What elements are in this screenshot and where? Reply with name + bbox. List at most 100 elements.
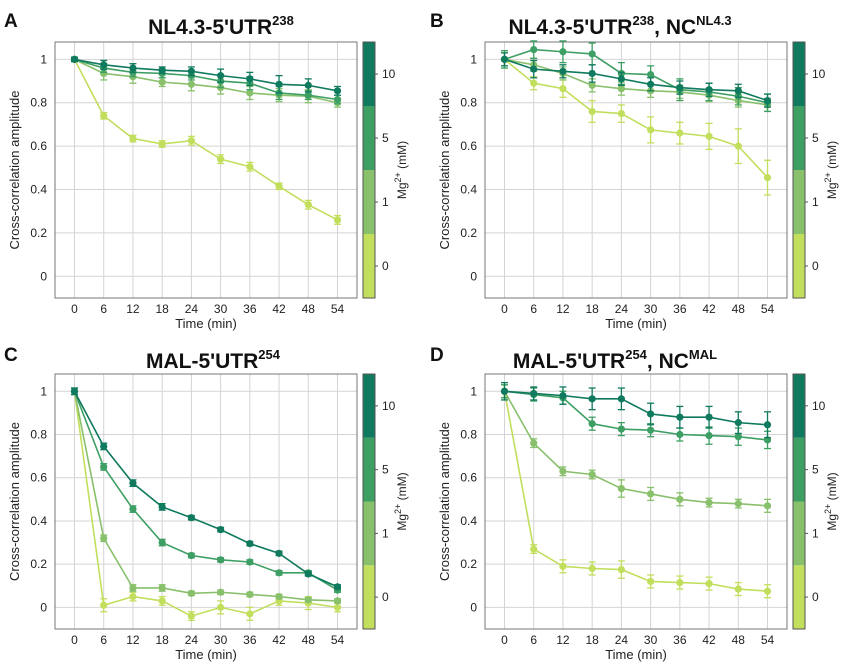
colorbar: 0 1 5 10 Mg2+ (mM) — [363, 374, 409, 629]
data-point — [676, 496, 683, 503]
data-point — [735, 143, 742, 150]
colorbar-tick-label: 0 — [812, 590, 819, 604]
chart-title-suffix-superscript: MAL — [689, 347, 717, 362]
series-mg-5 — [71, 388, 341, 594]
data-point — [618, 110, 625, 117]
data-point — [159, 584, 166, 591]
data-point — [618, 426, 625, 433]
colorbar-tick-label: 10 — [382, 67, 396, 81]
data-point — [589, 70, 596, 77]
chart-title-superscript: 254 — [258, 347, 280, 362]
data-point — [589, 82, 596, 89]
x-tick-label: 18 — [585, 302, 599, 316]
y-tick-label: 0.8 — [30, 428, 47, 442]
data-point — [188, 81, 195, 88]
data-point — [305, 596, 312, 603]
y-tick-label: 0.8 — [460, 96, 477, 110]
colorbar-label: Mg2+ (mM) — [393, 141, 409, 199]
panels-layer: A NL4.3-5'UTR2380 6 12 18 24 30 36 42 48 5400.20.4… — [4, 11, 839, 662]
colorbar-tick-label: 5 — [812, 463, 819, 477]
chart-title: MAL-5'UTR254, NCMAL — [513, 347, 717, 373]
colorbar-tick-label: 5 — [812, 131, 819, 145]
chart-title-superscript: 238 — [272, 13, 294, 28]
data-point — [188, 68, 195, 75]
series-line — [74, 391, 337, 601]
series-line — [504, 59, 767, 177]
x-tick-label: 36 — [243, 302, 257, 316]
panel-a: A NL4.3-5'UTR238 0 6 12 18 24 30 36 42 48 54 0 0.2 0.4… — [4, 11, 409, 331]
chart-title-suffix: , NC — [654, 16, 696, 39]
x-tick-label: 36 — [673, 302, 687, 316]
series-line — [74, 59, 337, 220]
colorbar-label-superscript: 2+ — [823, 504, 833, 514]
chart-title-suffix: , NC — [647, 350, 689, 373]
data-point — [159, 79, 166, 86]
series-line — [74, 391, 337, 590]
x-tick-label: 0 — [71, 633, 78, 647]
panel-c: C MAL-5'UTR2540 6 12 18 24 30 36 42 48 5400.20.40.… — [4, 345, 409, 662]
series-mg-0 — [71, 56, 341, 224]
data-point — [530, 80, 537, 87]
data-point — [676, 130, 683, 137]
x-axis-label: Time (min) — [175, 316, 237, 331]
colorbar-label-main: Mg — [395, 514, 409, 531]
data-point — [217, 526, 224, 533]
data-point — [735, 500, 742, 507]
colorbar-label-main: Mg — [825, 182, 839, 199]
data-point — [100, 112, 107, 119]
colorbar-segment — [793, 106, 805, 170]
y-tick-label: 0.4 — [30, 514, 47, 528]
data-point — [589, 471, 596, 478]
x-tick-label: 54 — [761, 302, 775, 316]
data-point — [334, 597, 341, 604]
panel-d: D MAL-5'UTR254, NCMAL0 6 12 18 24 30 36 42 48 5400… — [430, 345, 839, 662]
data-point — [501, 56, 508, 63]
series-mg-10 — [71, 56, 341, 95]
series-mg-10 — [71, 388, 341, 591]
x-tick-label: 48 — [302, 302, 316, 316]
x-tick-label: 6 — [530, 633, 537, 647]
colorbar-tick-label: 0 — [382, 259, 389, 273]
chart-title-main: NL4.3-5'UTR — [148, 16, 272, 39]
colorbar-segment — [363, 374, 375, 438]
data-point — [764, 421, 771, 428]
data-point — [764, 502, 771, 509]
x-tick-label: 48 — [732, 302, 746, 316]
y-tick-label: 0.6 — [460, 471, 477, 485]
data-point — [305, 201, 312, 208]
y-tick-label: 1 — [470, 52, 477, 66]
data-point — [647, 410, 654, 417]
series-line — [74, 391, 337, 616]
x-tick-label: 30 — [644, 633, 658, 647]
x-tick-label: 48 — [732, 633, 746, 647]
data-point — [559, 68, 566, 75]
data-point — [530, 46, 537, 53]
y-tick-label: 0.2 — [30, 557, 47, 571]
colorbar-segment — [793, 234, 805, 298]
x-tick-label: 36 — [243, 633, 257, 647]
data-point — [100, 535, 107, 542]
x-tick-label: 36 — [673, 633, 687, 647]
data-point — [305, 570, 312, 577]
colorbar-tick-label: 5 — [382, 131, 389, 145]
colorbar-tick-label: 1 — [812, 195, 819, 209]
chart-title: NL4.3-5'UTR238 — [148, 13, 294, 39]
y-tick-label: 0.6 — [30, 139, 47, 153]
y-tick-label: 0 — [40, 269, 47, 283]
x-tick-label: 42 — [272, 633, 286, 647]
data-point — [334, 604, 341, 611]
data-point — [71, 388, 78, 395]
colorbar: 0 1 5 10 Mg2+ (mM) — [793, 42, 839, 298]
colorbar-segment — [793, 565, 805, 629]
data-point — [647, 490, 654, 497]
data-point — [246, 558, 253, 565]
data-point — [618, 75, 625, 82]
x-tick-label: 30 — [214, 302, 228, 316]
data-point — [589, 108, 596, 115]
data-point — [188, 514, 195, 521]
data-point — [735, 433, 742, 440]
data-point — [530, 390, 537, 397]
colorbar-tick-label: 1 — [382, 195, 389, 209]
data-point — [217, 156, 224, 163]
colorbar-tick-label: 10 — [812, 67, 826, 81]
